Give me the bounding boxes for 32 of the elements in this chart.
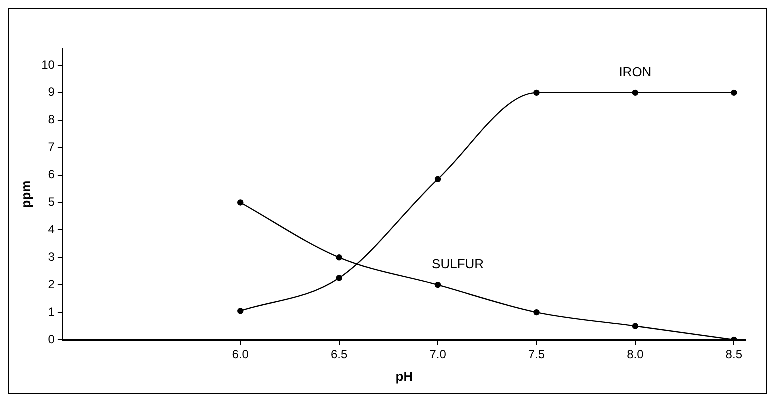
y-tick-label: 7 (48, 140, 56, 154)
point (731, 90, 738, 96)
y-tick-label: 3 (48, 250, 56, 264)
y-tick-label: 10 (42, 58, 56, 72)
y-tick-label: 0 (48, 332, 56, 346)
point (238, 200, 244, 206)
y-tick-label: 8 (48, 112, 56, 127)
x-tick-label: 6.5 (330, 348, 348, 362)
y-tick-label: 6 (48, 168, 56, 182)
y-tick-label: 1 (48, 304, 56, 319)
series-label: IRON (619, 64, 652, 80)
x-tick-label: 8.0 (627, 348, 644, 362)
y-tick-label: 9 (48, 85, 56, 100)
y-tick-label: 4 (48, 222, 56, 236)
y-tick-label: 5 (48, 195, 56, 210)
x-axis-title: pH (396, 368, 414, 384)
x-tick-label: 7.0 (430, 348, 447, 362)
series-label: SULFUR (432, 256, 484, 272)
y-axis-title: ppm (18, 180, 34, 208)
point (336, 275, 342, 282)
point (534, 90, 540, 96)
point (434, 282, 442, 288)
point (534, 309, 540, 316)
point (238, 308, 244, 314)
y-tick-label: 2 (48, 277, 56, 292)
x-tick-label: 8.5 (726, 348, 743, 362)
point (632, 90, 639, 96)
x-tick-label: 6.0 (232, 348, 250, 362)
point (632, 323, 639, 330)
point (336, 254, 342, 261)
x-tick-label: 7.5 (528, 348, 546, 362)
point (434, 176, 442, 182)
